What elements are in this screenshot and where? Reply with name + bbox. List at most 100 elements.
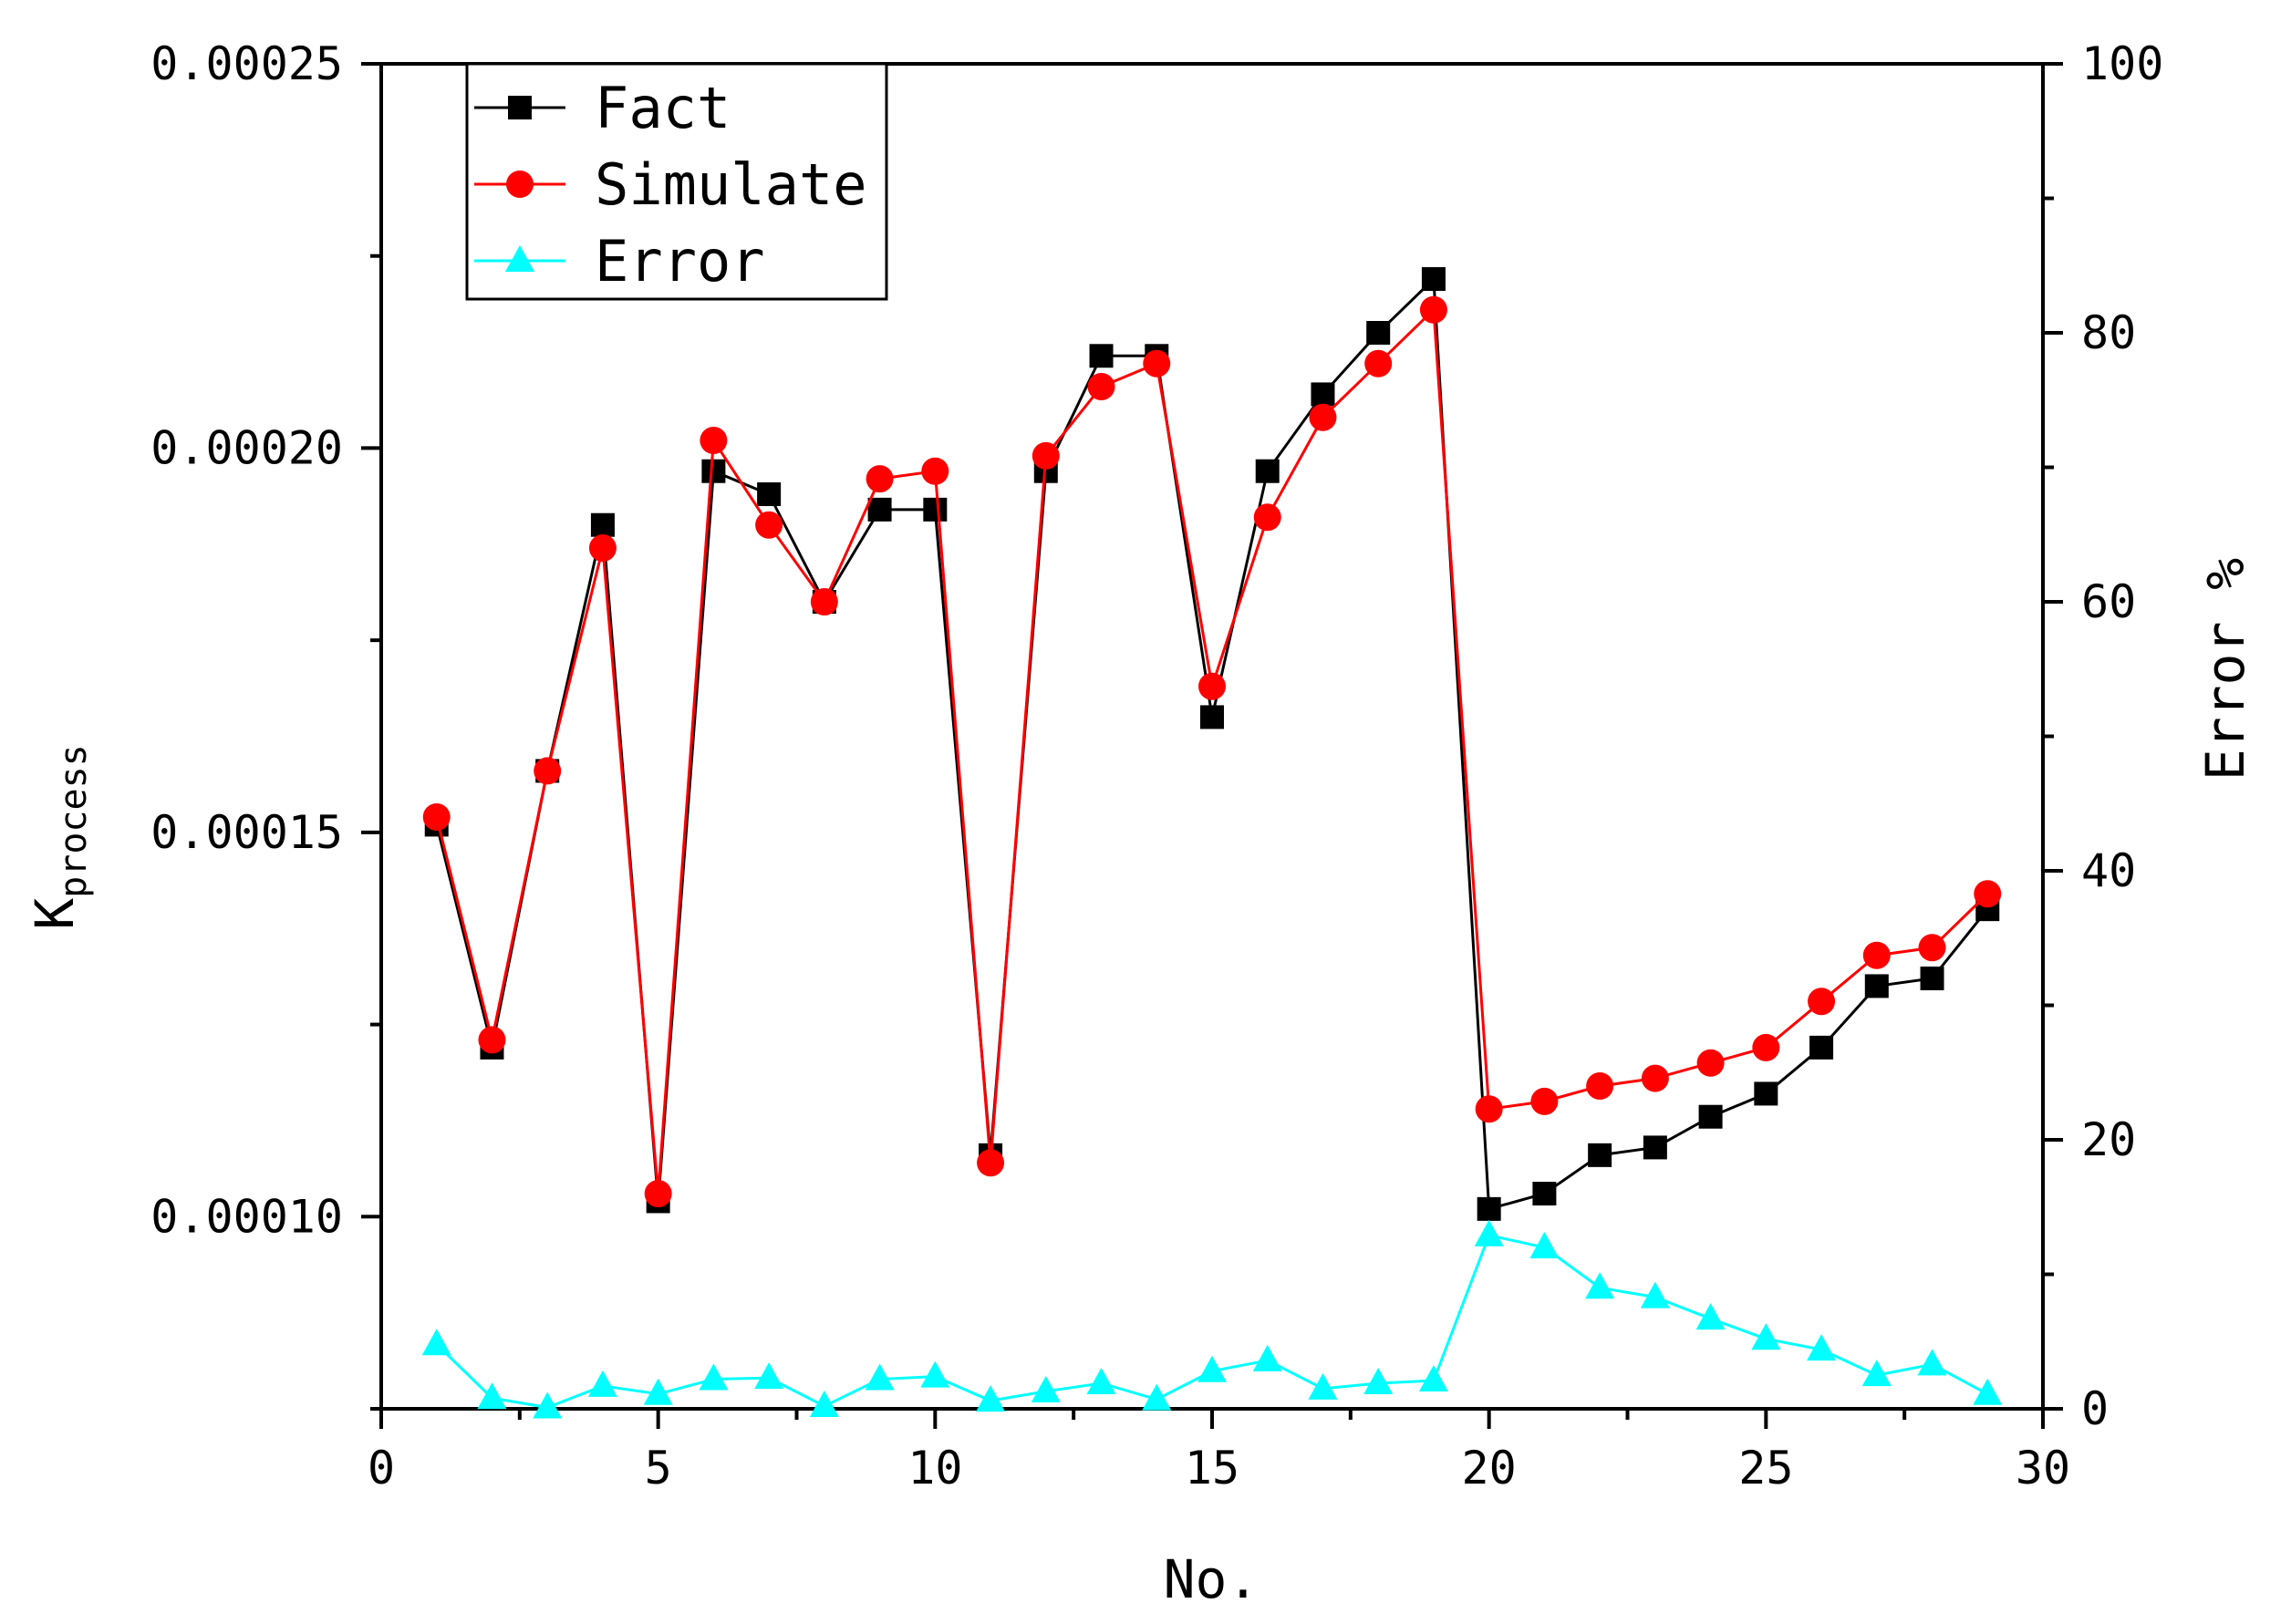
point-error: [809, 1391, 839, 1418]
y2-tick-label: 100: [2081, 37, 2163, 90]
point-error: [587, 1370, 617, 1397]
point-simulate: [1696, 1049, 1725, 1077]
point-simulate: [1419, 295, 1447, 324]
point-simulate: [1918, 934, 1946, 962]
point-error: [1363, 1367, 1394, 1394]
point-simulate: [755, 511, 783, 539]
legend-marker-fact: [508, 96, 532, 119]
point-simulate: [1530, 1087, 1559, 1115]
y-axis-right: 0 20 40 60 80 100: [2043, 37, 2163, 1435]
point-fact: [757, 482, 782, 506]
series-line-fact: [435, 275, 1989, 1211]
point-fact: [1532, 1182, 1557, 1205]
y-axis-title-main: K: [24, 898, 86, 930]
point-fact: [1477, 1196, 1501, 1221]
point-simulate: [1143, 349, 1171, 378]
y2-tick-label: 60: [2081, 575, 2136, 628]
legend-marker-error: [505, 245, 534, 272]
point-error: [1807, 1334, 1837, 1361]
point-simulate: [866, 465, 894, 493]
point-simulate: [422, 803, 451, 831]
point-error: [1529, 1232, 1560, 1258]
point-fact: [590, 512, 615, 537]
point-simulate: [1364, 349, 1393, 378]
point-error: [1695, 1303, 1726, 1330]
point-fact: [1920, 967, 1944, 990]
x-tick-label: 30: [2016, 1442, 2070, 1495]
y2-tick-label: 40: [2081, 844, 2136, 897]
point-error: [1197, 1355, 1227, 1382]
point-simulate: [534, 757, 562, 785]
x-tick-label: 0: [368, 1442, 395, 1495]
point-simulate: [1475, 1095, 1503, 1123]
point-error: [1973, 1378, 2003, 1405]
point-error: [1142, 1383, 1172, 1411]
point-error: [421, 1329, 451, 1356]
legend-item-simulate: Simulate: [474, 151, 867, 218]
point-fact: [1864, 974, 1889, 998]
y-tick-label: 0.00010: [150, 1190, 343, 1243]
legend-label-simulate: Simulate: [595, 151, 867, 218]
legend-item-fact: Fact: [474, 75, 731, 141]
point-simulate: [1087, 373, 1115, 400]
point-simulate: [644, 1180, 672, 1207]
point-fact: [1255, 459, 1280, 483]
point-error: [1086, 1367, 1116, 1394]
point-fact: [1311, 382, 1335, 407]
y-axis-title: Kprocess: [24, 744, 95, 930]
point-error: [1308, 1372, 1338, 1400]
point-simulate: [1974, 880, 2002, 908]
point-simulate: [478, 1026, 506, 1054]
point-error: [643, 1378, 673, 1405]
point-fact: [1698, 1104, 1723, 1129]
series-line-simulate: [435, 306, 1989, 1195]
point-simulate: [1641, 1064, 1669, 1092]
point-simulate: [1862, 941, 1891, 969]
series-fact: [424, 267, 2000, 1221]
point-simulate: [700, 427, 728, 454]
point-error: [477, 1382, 507, 1410]
point-simulate: [977, 1149, 1005, 1177]
point-simulate: [1586, 1072, 1614, 1100]
x-tick-label: 25: [1738, 1442, 1793, 1495]
point-fact: [1643, 1135, 1667, 1160]
x-tick-label: 10: [907, 1442, 962, 1495]
point-error: [1474, 1219, 1504, 1246]
point-error: [533, 1391, 563, 1419]
point-fact: [1421, 267, 1446, 291]
y2-axis-title: Error %: [2194, 558, 2256, 781]
point-simulate: [1752, 1033, 1780, 1061]
series-error: [421, 1219, 2003, 1419]
point-error: [754, 1362, 784, 1390]
y-tick-label: 0.00025: [150, 37, 343, 90]
point-fact: [1588, 1143, 1612, 1167]
point-error: [1252, 1344, 1282, 1371]
x-tick-label: 5: [645, 1442, 672, 1495]
point-error: [1585, 1272, 1615, 1299]
point-error: [699, 1363, 729, 1391]
point-fact: [701, 459, 726, 483]
y-tick-label: 0.00020: [150, 421, 343, 474]
point-fact: [867, 497, 892, 522]
series-layer: [421, 267, 2003, 1419]
point-simulate: [1309, 403, 1337, 431]
x-axis: 0 5 10 15 20 25 30: [368, 1409, 2070, 1495]
x-tick-label: 20: [1462, 1442, 1517, 1495]
point-simulate: [1808, 988, 1836, 1016]
x-axis-title: No.: [1164, 1548, 1260, 1610]
point-error: [976, 1385, 1006, 1412]
point-error: [865, 1363, 895, 1391]
legend-item-error: Error: [474, 228, 765, 295]
y2-tick-label: 80: [2081, 306, 2136, 359]
point-fact: [1754, 1081, 1778, 1106]
point-simulate: [588, 534, 617, 562]
point-fact: [1809, 1035, 1834, 1060]
legend-label-fact: Fact: [595, 75, 731, 141]
point-fact: [1200, 705, 1224, 729]
y2-tick-label: 0: [2081, 1382, 2109, 1435]
point-simulate: [921, 457, 949, 485]
y-axis-left: 0.00010 0.00015 0.00020 0.00025: [150, 37, 381, 1411]
point-simulate: [1031, 441, 1060, 470]
point-fact: [923, 497, 948, 522]
